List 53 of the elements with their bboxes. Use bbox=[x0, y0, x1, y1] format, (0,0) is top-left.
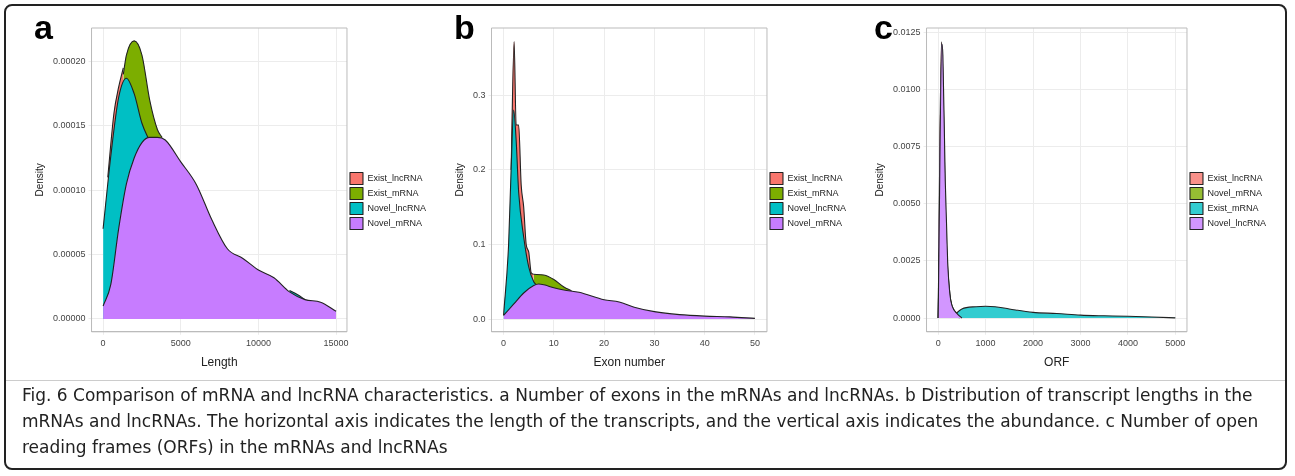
y-tick-label: 0.00010 bbox=[52, 184, 86, 195]
x-tick-label: 3000 bbox=[1070, 337, 1091, 348]
y-axis-title: Density bbox=[453, 163, 465, 197]
x-tick-label: 20 bbox=[599, 337, 610, 348]
y-tick-label: 0.00015 bbox=[52, 120, 86, 131]
y-tick-label: 0.3 bbox=[473, 89, 486, 100]
x-tick-label: 30 bbox=[649, 337, 660, 348]
y-tick-label: 0.00000 bbox=[52, 313, 86, 324]
y-tick-label: 0.00020 bbox=[52, 55, 86, 66]
x-tick-label: 4000 bbox=[1117, 337, 1138, 348]
y-tick-label: 0.0 bbox=[473, 313, 486, 324]
legend-label: Exist_lncRNA bbox=[367, 172, 423, 183]
x-tick-label: 5000 bbox=[170, 337, 191, 348]
y-tick-label: 0.2 bbox=[473, 164, 486, 175]
x-tick-label: 0 bbox=[935, 337, 941, 348]
legend-label: Exist_lncRNA bbox=[787, 172, 843, 183]
legend-label: Exist_lncRNA bbox=[1207, 172, 1263, 183]
x-tick-label: 10000 bbox=[245, 337, 271, 348]
legend-label: Novel_mRNA bbox=[787, 217, 842, 228]
chart-title: a bbox=[34, 8, 53, 47]
y-tick-label: 0.0000 bbox=[893, 312, 921, 323]
y-tick-label: 0.0075 bbox=[893, 141, 921, 152]
x-tick-label: 15000 bbox=[323, 337, 349, 348]
y-tick-label: 0.0100 bbox=[893, 84, 921, 95]
x-tick-label: 10 bbox=[548, 337, 559, 348]
legend-label: Exist_mRNA bbox=[787, 187, 839, 198]
y-axis-title: Density bbox=[33, 163, 45, 197]
y-axis-title: Density bbox=[873, 163, 885, 197]
caption: Fig. 6 Comparison of mRNA and lncRNA characteristics. a Number of exons in the mRNAs and lncRNAs. b Distribution of transcript lengths in the mRNAs and lncRNAs. The horizontal axis indicates the length of the transcripts, and the vertical axis indicates the abundance. c Number of open reading frames (ORFs) in the mRNAs and lncRNAs bbox=[22, 384, 1260, 459]
y-tick-label: 0.0025 bbox=[893, 255, 921, 266]
x-tick-label: 5000 bbox=[1165, 337, 1186, 348]
y-tick-label: 0.0125 bbox=[893, 27, 921, 38]
legend-label: Novel_lncRNA bbox=[1207, 217, 1267, 228]
legend-label: Novel_mRNA bbox=[1207, 187, 1262, 198]
x-tick-label: 0 bbox=[501, 337, 507, 348]
x-axis-title: ORF bbox=[1044, 355, 1070, 370]
x-tick-label: 50 bbox=[749, 337, 760, 348]
y-tick-label: 0.1 bbox=[473, 238, 486, 249]
chart-title: c bbox=[874, 8, 893, 47]
legend-label: Exist_mRNA bbox=[367, 187, 419, 198]
legend-label: Novel_lncRNA bbox=[367, 202, 427, 213]
x-tick-label: 2000 bbox=[1023, 337, 1044, 348]
legend-label: Novel_lncRNA bbox=[787, 202, 847, 213]
y-tick-label: 0.00005 bbox=[52, 249, 86, 260]
y-tick-label: 0.0050 bbox=[893, 198, 921, 209]
x-axis-title: Exon number bbox=[593, 355, 665, 370]
legend-label: Novel_mRNA bbox=[367, 217, 422, 228]
x-axis-title: Length bbox=[200, 355, 238, 370]
legend-label: Exist_mRNA bbox=[1207, 202, 1259, 213]
x-tick-label: 40 bbox=[699, 337, 710, 348]
chart-title: b bbox=[454, 8, 475, 47]
x-tick-label: 0 bbox=[100, 337, 106, 348]
x-tick-label: 1000 bbox=[975, 337, 996, 348]
